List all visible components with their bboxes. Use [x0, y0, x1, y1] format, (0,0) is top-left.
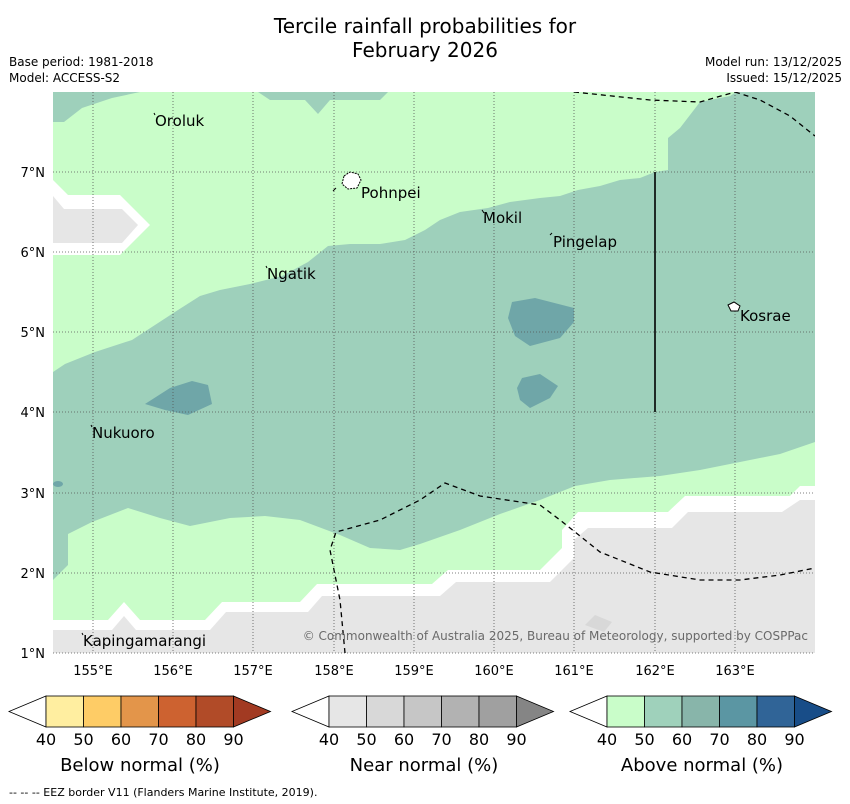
near-normal-south-region — [53, 500, 815, 653]
colorbar-cell — [45, 695, 84, 728]
colorbar-tick-label: 80 — [468, 730, 490, 749]
lon-tick-label: 160°E — [474, 664, 514, 679]
colorbar-cell — [83, 695, 122, 728]
place-label-nukuoro: Nukuoro — [92, 424, 155, 442]
lon-tick-label: 156°E — [153, 664, 193, 679]
colorbar-tick-label: 60 — [110, 730, 132, 749]
colorbar-left-arrow — [7, 695, 47, 728]
place-label-pohnpei: Pohnpei — [361, 184, 421, 202]
lat-tick-label: 7°N — [21, 166, 46, 181]
colorbar-cell — [478, 695, 517, 728]
eez-footer-note: -- -- -- EEZ border V11 (Flanders Marine… — [9, 786, 318, 799]
colorbar-right-arrow — [794, 695, 833, 728]
colorbar-label-above: Above normal (%) — [620, 755, 784, 776]
colorbar-cell — [441, 695, 480, 728]
colorbar-cell — [328, 695, 367, 728]
map-title-line1: Tercile rainfall probabilities for — [273, 14, 577, 38]
colorbar-above-normal — [568, 695, 833, 728]
lon-tick-label: 159°E — [394, 664, 434, 679]
lat-tick-label: 1°N — [21, 647, 46, 662]
lat-tick-label: 4°N — [21, 406, 46, 421]
above-normal-40-50-north — [53, 92, 736, 372]
lat-tick-label: 2°N — [21, 567, 46, 582]
lon-tick-label: 161°E — [554, 664, 594, 679]
colorbar-cell — [681, 695, 720, 728]
colorbar-tick-label: 40 — [318, 730, 340, 749]
above-normal-60-70-patch — [517, 374, 558, 408]
colorbar-label-near: Near normal (%) — [349, 755, 499, 776]
above-normal-60-70-patch — [145, 381, 212, 415]
model-name: Model: ACCESS-S2 — [9, 71, 121, 85]
lat-tick-label: 3°N — [21, 487, 46, 502]
colorbar-cell — [403, 695, 442, 728]
place-label-kosrae: Kosrae — [740, 307, 791, 325]
colorbar-label-below: Below normal (%) — [60, 755, 220, 776]
colorbar-cell — [719, 695, 758, 728]
colorbar-right-arrow — [233, 695, 272, 728]
lon-tick-label: 155°E — [73, 664, 113, 679]
colorbar-left-arrow — [290, 695, 330, 728]
colorbar-tick-label: 80 — [185, 730, 207, 749]
colorbar-cell — [366, 695, 405, 728]
lat-tick-label: 6°N — [21, 246, 46, 261]
lat-tick-label: 5°N — [21, 326, 46, 341]
lon-tick-label: 158°E — [314, 664, 354, 679]
lon-tick-label: 162°E — [635, 664, 675, 679]
colorbar-tick-label: 70 — [148, 730, 169, 749]
colorbar-tick-label: 90 — [506, 730, 527, 749]
colorbar-below-normal — [7, 695, 272, 728]
colorbar-cell — [158, 695, 197, 728]
place-label-ngatik: Ngatik — [267, 265, 316, 283]
colorbar-cell — [756, 695, 795, 728]
colorbar-tick-label: 50 — [634, 730, 655, 749]
base-period: Base period: 1981-2018 — [9, 55, 154, 69]
colorbar-cell — [195, 695, 234, 728]
colorbar-tick-label: 90 — [784, 730, 805, 749]
lon-tick-label: 163°E — [715, 664, 755, 679]
colorbar-tick-label: 50 — [356, 730, 377, 749]
model-run: Model run: 13/12/2025 — [704, 55, 842, 69]
colorbar-tick-label: 80 — [746, 730, 768, 749]
colorbar-tick-label: 60 — [393, 730, 415, 749]
above-normal-60-70-patch — [508, 298, 574, 346]
colorbar-near-normal — [290, 695, 555, 728]
copyright-notice: © Commonwealth of Australia 2025, Bureau… — [303, 629, 808, 643]
pohnpei-island-shape — [341, 171, 362, 190]
colorbar-tick-label: 40 — [35, 730, 57, 749]
colorbar-cell — [644, 695, 683, 728]
issued-date: Issued: 15/12/2025 — [726, 71, 842, 85]
kosrae-island-shape — [727, 301, 741, 312]
near-normal-northwest-region — [53, 196, 138, 243]
colorbar-tick-label: 60 — [671, 730, 693, 749]
colorbar-tick-label: 40 — [596, 730, 618, 749]
place-label-oroluk: Oroluk — [155, 112, 204, 130]
colorbar-left-arrow — [568, 695, 608, 728]
lon-tick-label: 157°E — [233, 664, 273, 679]
colorbar-cell — [120, 695, 159, 728]
place-label-mokil: Mokil — [483, 209, 522, 227]
colorbar-tick-label: 70 — [431, 730, 452, 749]
eez-border — [329, 92, 815, 653]
colorbar-right-arrow — [516, 695, 555, 728]
colorbar-tick-label: 90 — [223, 730, 244, 749]
place-label-kapingamarangi: Kapingamarangi — [83, 632, 206, 650]
place-label-pingelap: Pingelap — [553, 233, 617, 251]
colorbar-tick-label: 50 — [73, 730, 94, 749]
map-title-line2: February 2026 — [352, 38, 498, 62]
colorbar-tick-label: 70 — [709, 730, 730, 749]
colorbar-cell — [606, 695, 645, 728]
